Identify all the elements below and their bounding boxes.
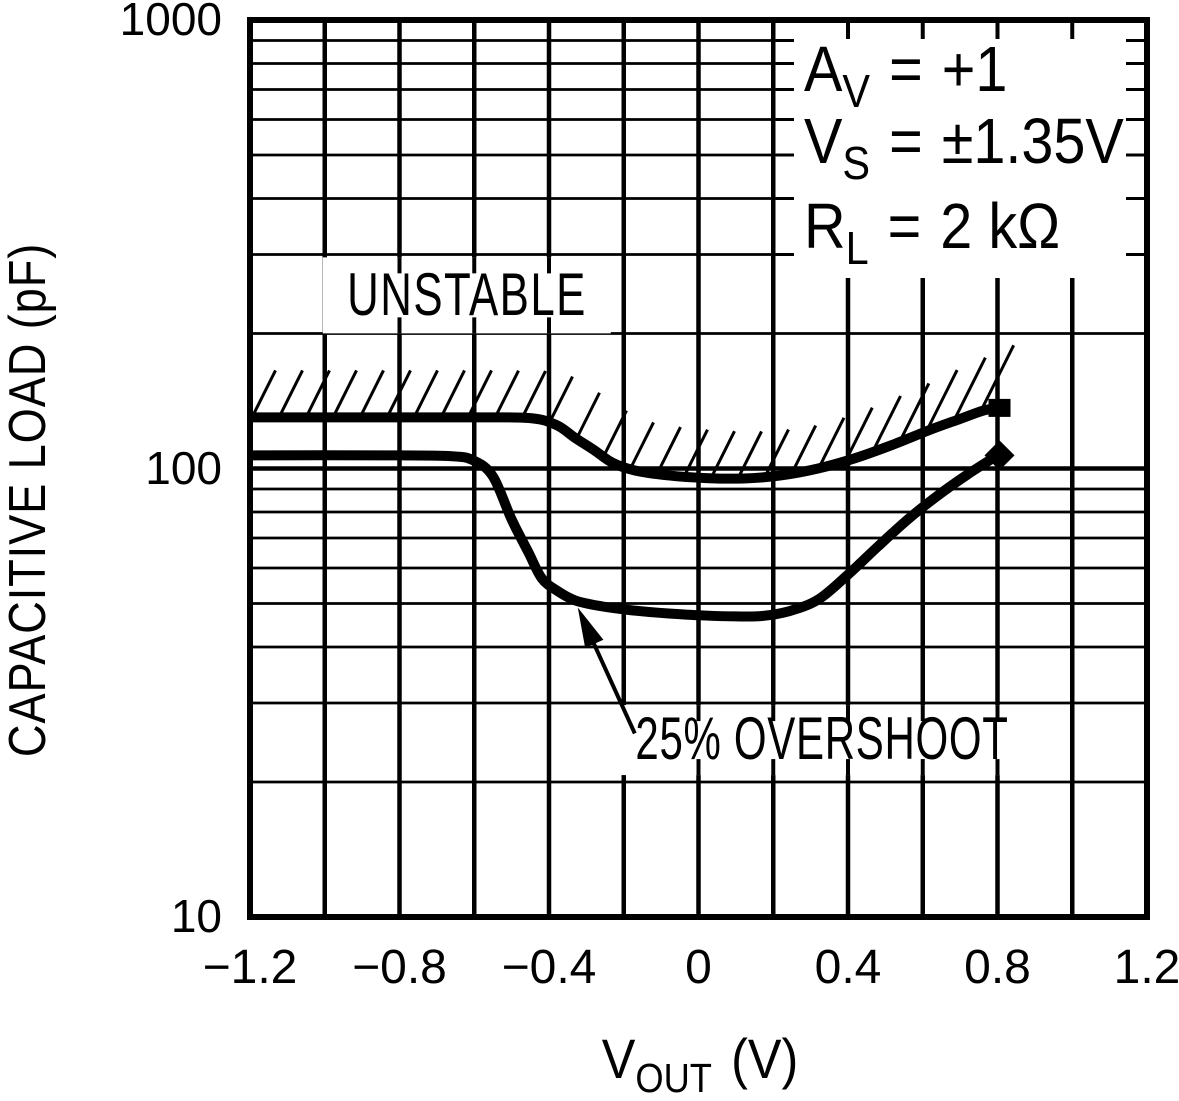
x-tick-label: −0.4 [501,941,597,994]
x-tick-label: 1.2 [1113,941,1179,994]
x-tick-label: 0 [685,941,712,994]
annotation-unstable: UNSTABLE [346,261,587,329]
y-tick-label: 100 [145,441,222,494]
curve-unstable-boundary [249,402,999,484]
condition-load: RL = 2 kΩ [804,190,1061,275]
x-axis-subscript: OUT [635,1055,712,1101]
overshoot-arrow [577,607,637,735]
annotation-overshoot: 25% OVERSHOOT [635,705,1009,773]
x-tick-label: 0.8 [964,941,1031,994]
x-axis-symbol: V [601,1027,636,1090]
x-tick-label: −1.2 [202,941,298,994]
plot-border [247,17,1150,920]
condition-gain: AV = +1 [804,33,1008,118]
unstable-region-hatching [252,344,1016,476]
lower-curve-end-marker [984,440,1015,471]
y-tick-label: 10 [170,890,222,943]
y-tick-label: 1000 [119,0,222,46]
condition-supply: VS = ±1.35V [804,105,1124,190]
x-axis-unit: (V) [731,1027,799,1090]
x-tick-label: 0.4 [814,941,882,994]
x-tick-label: −0.8 [352,941,447,994]
label-boxes [322,23,1144,776]
operating-conditions-legend: AV = +1 VS = ±1.35V RL = 2 kΩ [804,0,1149,280]
curve-25-percent-overshoot [249,450,1001,622]
upper-curve-end-marker [988,398,1011,417]
x-axis-title: VOUT (V) [602,1031,799,1099]
y-axis-title: CAPACITIVE LOAD (pF) [0,242,57,758]
